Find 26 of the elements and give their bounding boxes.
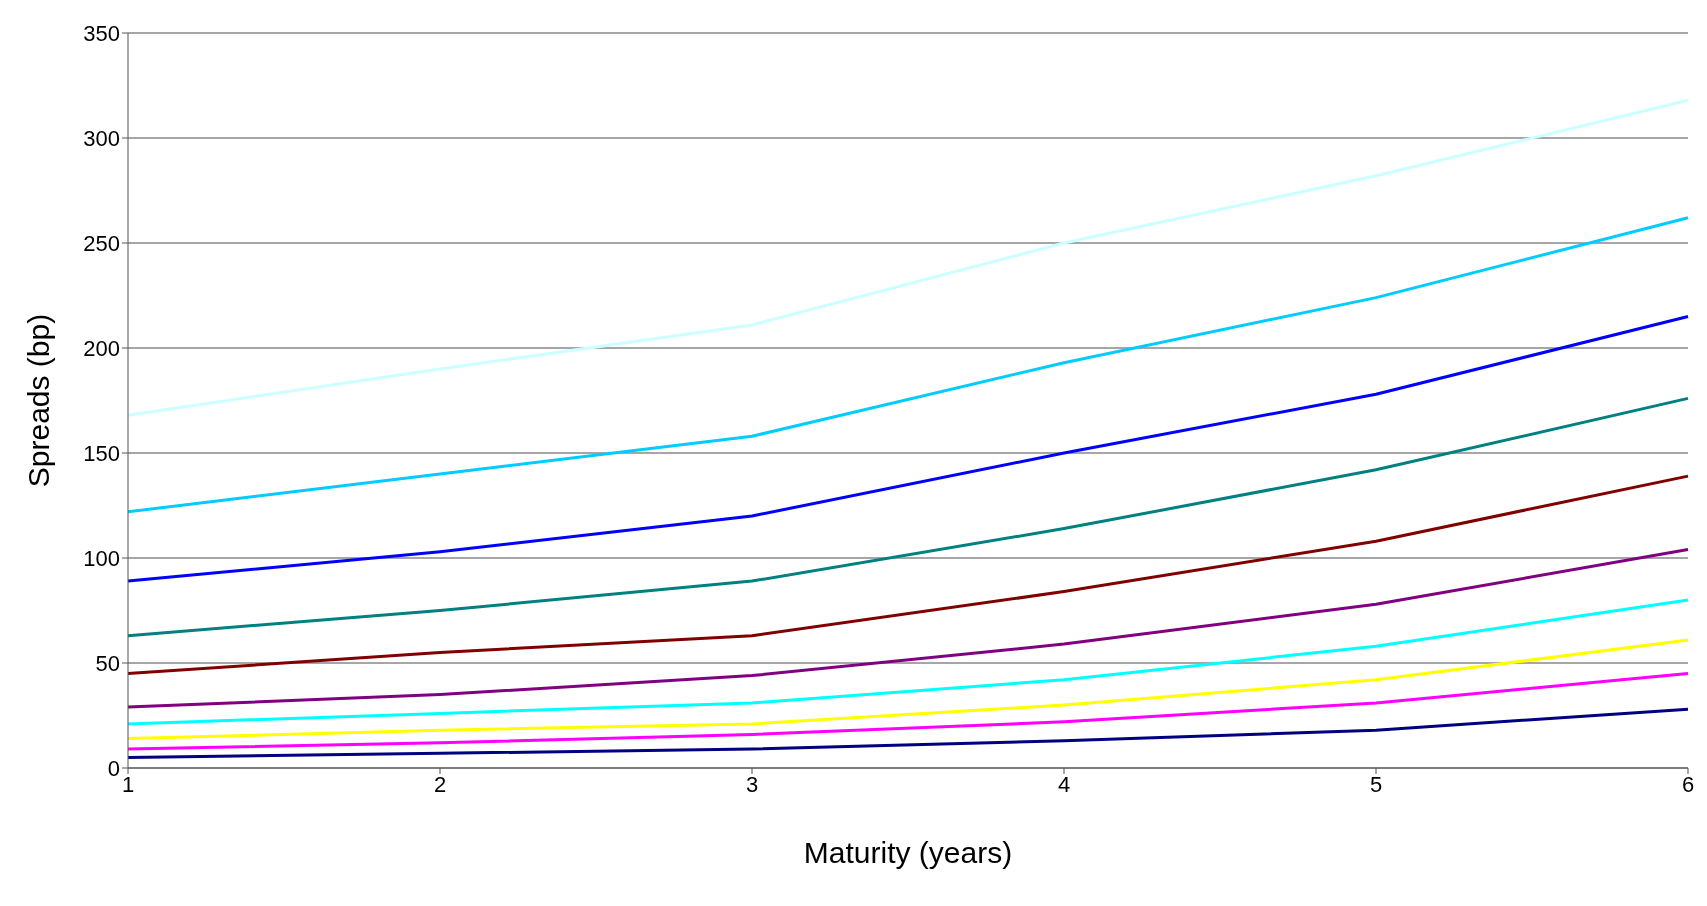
x-tick-label: 2 xyxy=(433,771,447,797)
y-tick-label: 300 xyxy=(83,125,120,151)
line-series xyxy=(126,216,1690,514)
y-tick-label: 0 xyxy=(107,755,120,781)
line-series xyxy=(126,672,1690,751)
x-axis-title: Maturity (years) xyxy=(803,836,1013,869)
y-tick-label: 350 xyxy=(83,20,120,46)
y-tick-label: 200 xyxy=(83,335,120,361)
y-tick-label: 100 xyxy=(83,545,120,571)
y-tick-label: 150 xyxy=(83,440,120,466)
x-tick-label: 6 xyxy=(1681,771,1695,797)
y-axis-title: Spreads (bp) xyxy=(21,313,55,488)
x-tick-label: 1 xyxy=(121,771,135,797)
line-series xyxy=(126,598,1690,726)
line-series xyxy=(126,638,1690,741)
x-tick-label: 3 xyxy=(745,771,759,797)
line-series xyxy=(126,474,1690,675)
x-tick-label: 4 xyxy=(1057,771,1071,797)
line-series xyxy=(126,98,1690,417)
line-series xyxy=(126,707,1690,759)
x-tick-label: 5 xyxy=(1369,771,1383,797)
line-series xyxy=(126,548,1690,709)
line-series xyxy=(126,396,1690,638)
y-tick-label: 50 xyxy=(95,650,120,676)
line-series xyxy=(126,315,1690,583)
y-tick-label: 250 xyxy=(83,230,120,256)
